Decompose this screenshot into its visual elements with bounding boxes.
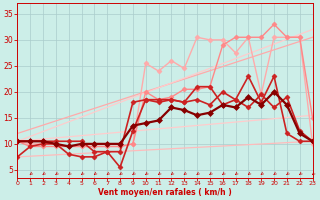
X-axis label: Vent moyen/en rafales ( km/h ): Vent moyen/en rafales ( km/h ): [98, 188, 232, 197]
